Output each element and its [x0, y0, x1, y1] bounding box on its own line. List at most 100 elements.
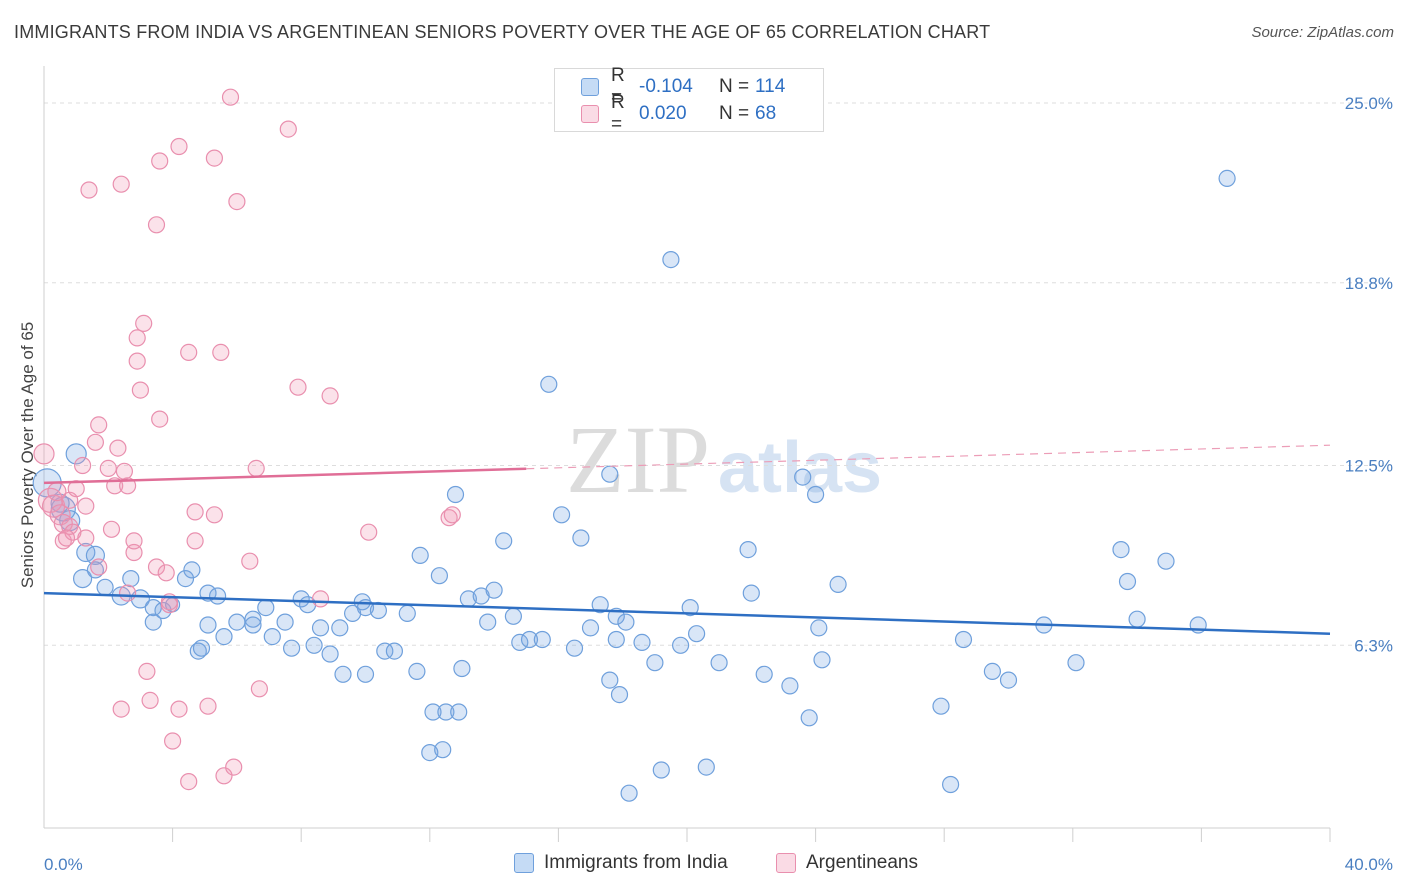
point-argentineans: [147, 558, 166, 576]
point-argentineans: [157, 564, 175, 582]
point-argentineans: [186, 503, 204, 521]
point-india: [199, 616, 217, 634]
x-tick-label-max: 40.0%: [1345, 855, 1393, 874]
point-india: [800, 709, 818, 727]
point-india: [1067, 654, 1085, 672]
point-india: [781, 677, 799, 695]
legend-n-label: N =: [719, 103, 750, 124]
point-india: [192, 639, 211, 657]
point-india: [983, 662, 1002, 681]
point-india: [424, 703, 442, 721]
point-india: [652, 761, 670, 779]
point-argentineans: [131, 381, 149, 399]
point-argentineans: [250, 680, 268, 698]
point-india: [176, 569, 195, 588]
point-india: [954, 630, 973, 649]
point-india: [601, 671, 619, 689]
point-argentineans: [99, 459, 117, 477]
point-india: [495, 532, 513, 550]
series-legend-argentineans[interactable]: Argentineans: [776, 852, 918, 874]
y-tick-label: 25.0%: [1345, 94, 1393, 113]
point-argentineans: [221, 88, 240, 106]
point-argentineans: [109, 439, 127, 457]
point-india: [617, 613, 635, 631]
point-argentineans: [443, 506, 461, 524]
point-india: [662, 251, 680, 269]
point-india: [1128, 610, 1146, 628]
point-india: [144, 598, 162, 617]
point-india: [154, 601, 172, 620]
point-argentineans: [205, 149, 223, 167]
point-india: [183, 561, 201, 579]
point-argentineans: [241, 552, 259, 570]
point-argentineans: [147, 216, 166, 234]
watermark: ZIP atlas: [566, 406, 882, 513]
point-argentineans: [205, 506, 223, 524]
legend-r-value: -0.104: [639, 76, 693, 97]
correlation-legend: R = -0.104 N = 114 R = 0.020 N = 68: [554, 65, 824, 135]
point-india: [1112, 540, 1130, 559]
point-india: [450, 703, 468, 721]
point-india: [620, 784, 638, 802]
point-argentineans: [112, 700, 130, 718]
point-argentineans: [33, 443, 55, 465]
point-india: [144, 613, 162, 631]
legend-r-label: R =: [611, 65, 625, 108]
point-india: [305, 636, 323, 654]
point-argentineans: [311, 590, 330, 608]
y-tick-label: 12.5%: [1345, 457, 1393, 476]
point-india: [263, 627, 281, 646]
point-india: [671, 636, 690, 654]
legend-r-label: R =: [611, 92, 625, 135]
point-india: [813, 651, 831, 669]
point-india: [794, 468, 812, 486]
point-argentineans: [215, 767, 233, 785]
point-argentineans: [90, 558, 108, 576]
series-label-argentineans: Argentineans: [806, 852, 918, 873]
point-argentineans: [321, 387, 339, 405]
point-india: [710, 654, 728, 672]
point-argentineans: [80, 181, 98, 199]
point-india: [581, 619, 600, 637]
point-india: [244, 610, 262, 628]
point-india: [228, 613, 246, 631]
point-argentineans: [151, 410, 169, 428]
point-india: [520, 630, 539, 649]
point-argentineans: [164, 732, 182, 750]
point-india: [697, 758, 715, 776]
point-india: [65, 443, 87, 465]
point-india: [511, 633, 529, 652]
series-legend-india[interactable]: Immigrants from India: [514, 852, 728, 874]
point-india: [565, 639, 584, 657]
point-argentineans: [125, 532, 143, 550]
point-argentineans: [102, 520, 121, 538]
point-argentineans: [170, 700, 188, 718]
point-argentineans: [180, 343, 198, 361]
point-india: [810, 619, 828, 637]
point-argentineans: [141, 691, 159, 710]
point-argentineans: [77, 497, 95, 515]
chart-title: IMMIGRANTS FROM INDIA VS ARGENTINEAN SEN…: [14, 22, 991, 42]
point-india: [385, 642, 403, 660]
legend-n-value: 68: [755, 103, 777, 124]
point-india: [321, 645, 339, 663]
point-india: [376, 642, 394, 660]
y-tick-label: 18.8%: [1345, 274, 1393, 293]
point-india: [331, 619, 349, 637]
point-india: [411, 546, 429, 565]
point-india: [610, 685, 629, 704]
point-argentineans: [225, 758, 243, 776]
point-india: [86, 561, 105, 579]
point-india: [572, 529, 590, 547]
point-india: [479, 613, 497, 631]
point-india: [504, 607, 523, 625]
point-india: [932, 697, 950, 715]
point-india: [292, 590, 310, 608]
point-india: [941, 775, 960, 794]
point-india: [122, 569, 140, 588]
legend-swatch-india: [581, 78, 599, 96]
point-india: [453, 659, 471, 678]
point-india: [739, 540, 757, 559]
watermark-zip: ZIP: [566, 406, 710, 513]
point-india: [421, 743, 439, 762]
